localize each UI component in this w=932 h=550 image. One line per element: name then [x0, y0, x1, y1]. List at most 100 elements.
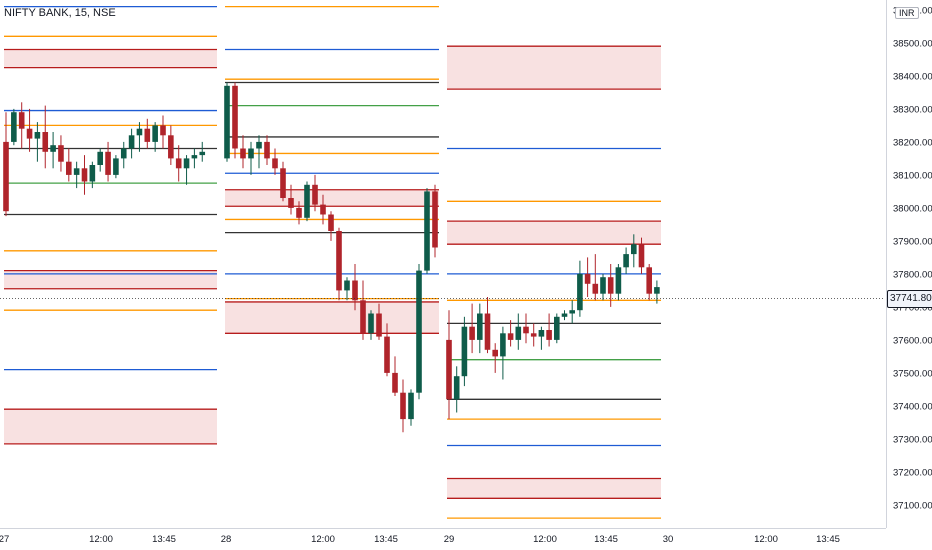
- candle-body: [42, 132, 49, 152]
- candle-body: [191, 155, 198, 159]
- candle-body: [89, 165, 96, 182]
- candle-body: [18, 112, 25, 129]
- candle-body: [136, 128, 143, 136]
- level-lines-layer: [4, 5, 661, 519]
- resistance-zone: [447, 46, 661, 90]
- price-tick-label: 38200.00: [893, 137, 932, 148]
- time-tick-label: 13:45: [374, 534, 398, 545]
- price-tick-label: 38100.00: [893, 170, 932, 181]
- candle-body: [500, 333, 506, 357]
- resistance-zone: [447, 478, 661, 499]
- price-tick-label: 38300.00: [893, 104, 932, 115]
- resistance-zone: [225, 301, 439, 334]
- candle-body: [592, 283, 599, 294]
- price-tick-label: 37300.00: [893, 434, 932, 445]
- symbol-title[interactable]: NIFTY BANK, 15, NSE: [4, 7, 116, 19]
- price-tick-label: 37900.00: [893, 236, 932, 247]
- candle-body: [577, 273, 583, 311]
- price-tick-label: 38500.00: [893, 38, 932, 49]
- time-axis[interactable]: 27 12:00 13:45 28 12:00 13:45 29 12:00 13:45 30 12…: [0, 534, 840, 545]
- time-tick-label: 29: [444, 534, 455, 545]
- candle-body: [175, 158, 182, 169]
- candle-body: [484, 313, 491, 350]
- candle-body: [50, 145, 56, 152]
- currency-badge[interactable]: INR: [895, 7, 919, 19]
- candle-body: [492, 349, 498, 357]
- candle-body: [328, 214, 334, 231]
- price-tick-label: 37100.00: [893, 500, 932, 511]
- candle-body: [168, 135, 174, 159]
- candle-body: [288, 198, 294, 208]
- price-tick-label: 37800.00: [893, 269, 932, 280]
- price-tick-label: 37400.00: [893, 401, 932, 412]
- price-tick-label: 38400.00: [893, 71, 932, 82]
- candle-body: [152, 125, 158, 142]
- candle-body: [416, 270, 422, 393]
- time-tick-label: 12:00: [533, 534, 557, 545]
- time-tick-label: 28: [221, 534, 232, 545]
- resistance-zone: [447, 221, 661, 245]
- candle-body: [58, 145, 64, 162]
- time-tick-label: 12:00: [89, 534, 113, 545]
- candle-body: [408, 392, 414, 420]
- time-tick-label: 13:45: [594, 534, 618, 545]
- candle-body: [199, 151, 206, 156]
- candle-body: [368, 313, 374, 334]
- candle-body: [424, 191, 430, 271]
- candle-body: [569, 310, 575, 314]
- candle-body: [120, 148, 127, 159]
- candle-body: [432, 191, 438, 248]
- candle-body: [392, 372, 398, 393]
- candle-body: [538, 330, 545, 337]
- resistance-zone: [225, 189, 439, 207]
- candle-body: [73, 168, 80, 175]
- candle-body: [105, 151, 111, 175]
- time-tick-label: 13:45: [152, 534, 176, 545]
- candle-body: [26, 128, 33, 139]
- resistance-zone: [4, 49, 217, 68]
- candle-body: [97, 151, 103, 165]
- candle-body: [615, 267, 622, 294]
- price-tick-label: 38000.00: [893, 203, 932, 214]
- candle-body: [507, 333, 514, 340]
- price-tick-label: 37600.00: [893, 335, 932, 346]
- price-axis[interactable]: 37100.00 37200.00 37300.00 37400.00 37500.00…: [893, 5, 932, 511]
- candle-body: [607, 277, 614, 294]
- resistance-zone: [4, 409, 217, 444]
- candle-body: [304, 184, 310, 218]
- candle-body: [113, 158, 119, 175]
- candle-body: [515, 326, 522, 340]
- candle-body: [66, 161, 72, 175]
- candle-body: [446, 339, 452, 400]
- candle-body: [376, 313, 382, 337]
- candle-body: [546, 330, 552, 340]
- candle-body: [530, 333, 537, 337]
- candle-body: [81, 168, 88, 182]
- candle-body: [320, 204, 326, 215]
- resistance-zone: [4, 270, 217, 289]
- last-price-label: 37741.80: [887, 290, 932, 308]
- candle-body: [360, 300, 366, 334]
- candle-body: [336, 231, 342, 291]
- candle-body: [631, 244, 637, 255]
- candle-body: [638, 244, 645, 268]
- candle-body: [3, 141, 9, 212]
- time-tick-label: 12:00: [311, 534, 335, 545]
- candle-body: [240, 148, 246, 159]
- candle-body: [232, 85, 238, 149]
- candle-body: [248, 148, 254, 159]
- candle-body: [296, 207, 302, 218]
- price-tick-label: 37200.00: [893, 467, 932, 478]
- candle-body: [461, 326, 468, 377]
- candle-body: [469, 326, 475, 340]
- price-tick-label: 37500.00: [893, 368, 932, 379]
- candle-body: [144, 128, 151, 142]
- candle-body: [654, 287, 660, 294]
- candle-body: [477, 313, 483, 340]
- candle-body: [272, 158, 278, 169]
- candle-body: [600, 277, 606, 294]
- candle-body: [280, 168, 286, 198]
- candle-body: [646, 267, 652, 294]
